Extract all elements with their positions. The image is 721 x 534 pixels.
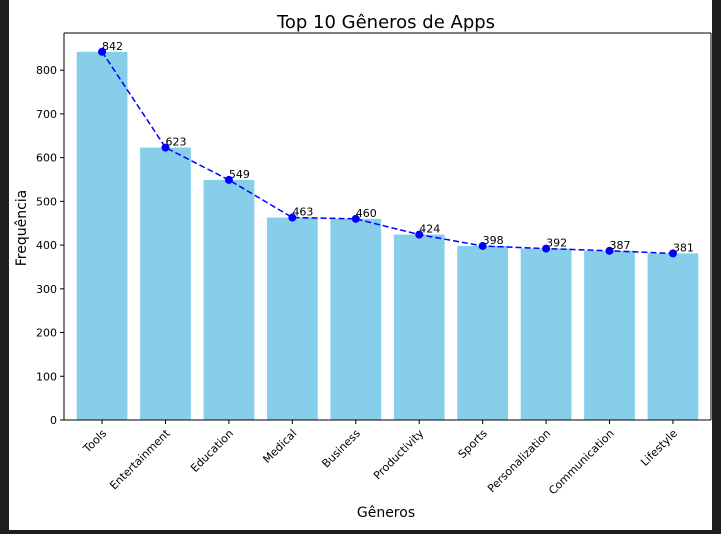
point-marker-medical [288, 213, 297, 222]
data-label-business: 460 [356, 207, 377, 220]
point-marker-education [224, 175, 233, 184]
y-axis-label: Frequência [14, 190, 30, 267]
x-tick-label-entertainment: Entertainment [107, 426, 173, 492]
x-tick-label-tools: Tools [80, 427, 109, 456]
data-label-productivity: 424 [419, 223, 440, 236]
point-marker-communication [605, 246, 614, 255]
x-tick-label-education: Education [188, 427, 236, 475]
data-label-personalization: 392 [546, 237, 567, 250]
bar-personalization [520, 248, 572, 420]
data-label-lifestyle: 381 [673, 241, 694, 254]
bar-productivity [393, 234, 445, 420]
x-tick-label-communication: Communication [546, 427, 617, 498]
data-label-education: 549 [229, 168, 250, 181]
x-axis-label: Gêneros [357, 505, 415, 521]
x-tick-label-productivity: Productivity [371, 427, 427, 483]
y-tick-label: 0 [50, 414, 57, 427]
point-marker-sports [478, 241, 487, 250]
data-label-medical: 463 [292, 206, 313, 219]
data-labels-group: 842 623 549 463 460 424 398 392 387 381 [102, 40, 694, 255]
y-tick-label: 600 [36, 152, 57, 165]
trend-line-group [98, 47, 677, 258]
x-tick-label-business: Business [319, 427, 363, 471]
chart-title: Top 10 Gêneros de Apps [276, 12, 495, 33]
point-marker-personalization [542, 244, 551, 253]
bar-sports [457, 245, 509, 420]
bars-group [76, 51, 699, 420]
x-tick-label-personalization: Personalization [485, 427, 553, 495]
bar-entertainment [140, 147, 191, 420]
point-marker-business [351, 214, 360, 223]
trend-line [101, 51, 673, 255]
bar-chart: Top 10 Gêneros de Apps 842 623 549 463 460 42… [14, 12, 712, 521]
point-marker-entertainment [161, 143, 170, 152]
x-tick-label-lifestyle: Lifestyle [638, 427, 680, 469]
point-marker-lifestyle [668, 249, 677, 258]
y-tick-label: 300 [36, 283, 57, 296]
bar-business [330, 218, 382, 420]
bar-medical [266, 217, 318, 420]
y-tick-label: 200 [36, 327, 57, 340]
chart-figure: Top 10 Gêneros de Apps 842 623 549 463 460 42… [9, 0, 712, 530]
data-label-sports: 398 [483, 234, 504, 247]
bar-lifestyle [647, 253, 699, 420]
y-tick-label: 500 [36, 195, 57, 208]
point-marker-productivity [415, 230, 424, 239]
x-tick-label-sports: Sports [456, 427, 490, 461]
y-tick-label: 700 [36, 108, 57, 121]
y-tick-label: 400 [36, 239, 57, 252]
bar-communication [584, 250, 635, 420]
bar-tools [76, 51, 128, 420]
y-tick-label: 100 [36, 370, 57, 383]
bar-education [203, 179, 255, 420]
y-tick-label: 800 [36, 64, 57, 77]
data-label-tools: 842 [102, 40, 123, 53]
data-label-communication: 387 [610, 239, 631, 252]
data-label-entertainment: 623 [165, 136, 186, 149]
x-tick-label-medical: Medical [260, 427, 299, 466]
point-marker-tools [98, 47, 107, 56]
